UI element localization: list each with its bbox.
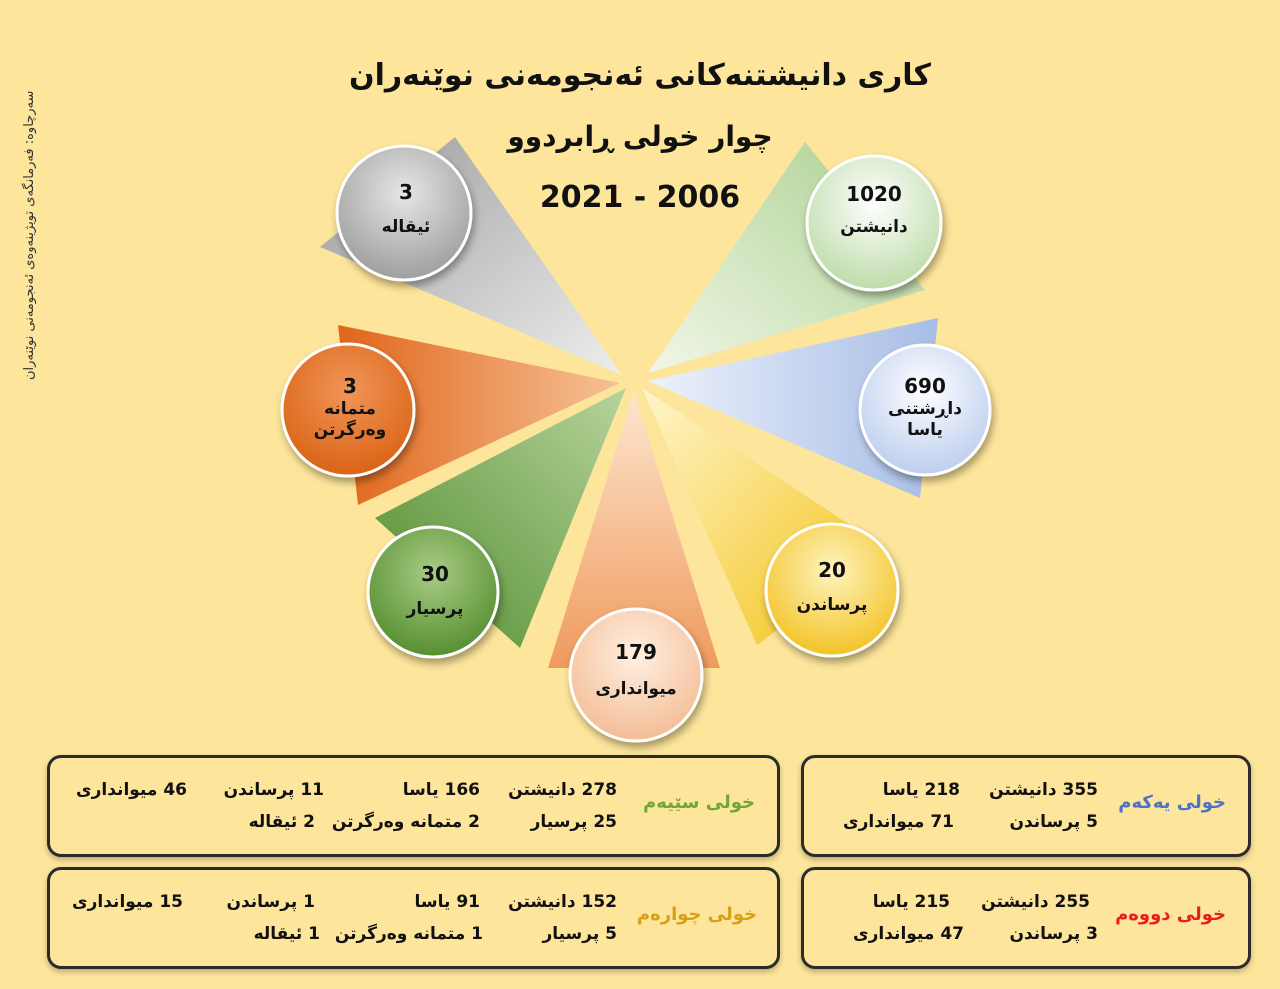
term2-title: خولی دووەم <box>1115 904 1226 925</box>
term4-dismissal: 1 ئیقالە <box>253 924 320 944</box>
questions-circle <box>366 525 500 659</box>
term3-questions: 25 پرسیار <box>530 812 617 832</box>
dismissal-text: 3 ئیقالە <box>346 180 466 238</box>
confidence-circle <box>280 342 416 478</box>
term4-confidence: 1 متمانە وەرگرتن <box>334 924 483 944</box>
dismissal-label: ئیقالە <box>381 217 431 237</box>
term1-hosting: 71 میوانداری <box>843 812 954 832</box>
sessions-circle <box>805 154 943 292</box>
term4-laws: 91 یاسا <box>414 892 480 912</box>
term2-card: خولی دووەم 255 دانیشتن 215 یاسا 3 پرساند… <box>801 867 1251 969</box>
questioning-value: 20 <box>818 558 846 582</box>
sessions-label: دانیشتن <box>840 217 908 237</box>
hosting-wedge <box>548 392 720 668</box>
term1-questioning: 5 پرساندن <box>1009 812 1098 832</box>
term2-hosting: 47 میوانداری <box>853 924 964 944</box>
sessions-text: 1020 دانیشتن <box>814 182 934 238</box>
subtitle: چوار خولی ڕابردوو <box>507 120 773 153</box>
confidence-text: 3 متمانە وەرگرتن <box>290 374 410 442</box>
term1-laws: 218 یاسا <box>882 780 960 800</box>
questioning-circle <box>764 522 900 658</box>
term4-questions: 5 پرسیار <box>542 924 617 944</box>
term2-sessions: 255 دانیشتن <box>981 892 1090 912</box>
term3-confidence: 2 متمانە وەرگرتن <box>331 812 480 832</box>
term4-sessions: 152 دانیشتن <box>508 892 617 912</box>
laws-text: 690 داڕشتنی یاسا <box>865 374 985 442</box>
questions-wedge <box>375 388 626 648</box>
questions-value: 30 <box>421 562 449 586</box>
hosting-text: 179 میوانداری <box>576 640 696 700</box>
term3-hosting: 46 میوانداری <box>76 780 187 800</box>
hosting-label: میوانداری <box>595 679 677 699</box>
confidence-value: 3 <box>343 374 357 398</box>
hosting-value: 179 <box>615 640 657 664</box>
laws-label-line2: یاسا <box>907 420 943 441</box>
dismissal-value: 3 <box>399 180 413 204</box>
confidence-label-line1: متمانە <box>324 399 376 419</box>
laws-label-line1: داڕشتنی <box>888 399 962 419</box>
term3-questioning: 11 پرساندن <box>223 780 324 800</box>
laws-value: 690 <box>904 374 946 398</box>
source-note: سەرچاوە: فەرمانگەی تویژینەوەی ئەنجومەنی … <box>22 90 37 380</box>
questioning-label: پرساندن <box>796 595 868 615</box>
term2-questioning: 3 پرساندن <box>1009 924 1098 944</box>
term1-sessions: 355 دانیشتن <box>989 780 1098 800</box>
term1-title: خولی یەکەم <box>1118 792 1226 813</box>
term4-questioning: 1 پرساندن <box>226 892 315 912</box>
term4-title: خولی چوارەم <box>636 904 757 925</box>
term1-card: خولی یەکەم 355 دانیشتن 218 یاسا 5 پرساند… <box>801 755 1251 857</box>
questions-label: پرسیار <box>406 599 464 619</box>
confidence-wedge <box>338 325 620 505</box>
term2-laws: 215 یاسا <box>872 892 950 912</box>
term4-card: خولی چوارەم 152 دانیشتن 91 یاسا 1 پرساند… <box>47 867 780 969</box>
sessions-value: 1020 <box>846 182 902 206</box>
questions-text: 30 پرسیار <box>375 562 495 620</box>
dismissal-circle <box>335 144 473 282</box>
term3-sessions: 278 دانیشتن <box>508 780 617 800</box>
year-range: 2021 - 2006 <box>539 180 741 215</box>
hosting-circle <box>568 607 704 743</box>
laws-wedge <box>648 318 938 498</box>
term3-card: خولی سێیەم 278 دانیشتن 166 یاسا 11 پرسان… <box>47 755 780 857</box>
term3-laws: 166 یاسا <box>402 780 480 800</box>
sessions-wedge <box>648 142 925 373</box>
main-title: کاری دانیشتنەکانی ئەنجومەنی نوێنەران <box>348 58 931 93</box>
term3-dismissal: 2 ئیقالە <box>248 812 315 832</box>
term4-hosting: 15 میوانداری <box>72 892 183 912</box>
laws-circle <box>858 343 992 477</box>
confidence-label-line2: وەرگرتن <box>313 420 387 441</box>
term3-title: خولی سێیەم <box>643 792 755 813</box>
questioning-text: 20 پرساندن <box>772 558 892 616</box>
